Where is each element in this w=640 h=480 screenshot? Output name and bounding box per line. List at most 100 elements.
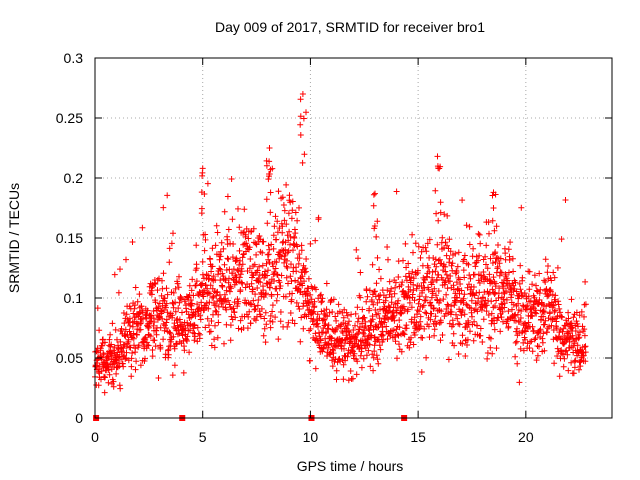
data-point <box>285 247 292 254</box>
data-point <box>266 284 273 291</box>
data-point <box>131 302 138 309</box>
data-point <box>180 369 187 376</box>
data-point <box>200 231 207 238</box>
data-point <box>370 354 377 361</box>
data-point-peak <box>266 145 273 151</box>
data-point <box>266 171 272 177</box>
data-point <box>194 301 201 308</box>
data-point <box>106 371 113 378</box>
data-point <box>489 260 496 266</box>
data-point <box>431 326 438 333</box>
data-point <box>207 282 214 289</box>
data-point <box>398 348 405 355</box>
data-point <box>292 230 299 237</box>
data-point <box>195 330 202 337</box>
data-point <box>285 210 292 217</box>
data-point <box>437 337 444 344</box>
data-point <box>481 289 488 296</box>
data-point <box>172 308 179 315</box>
data-point <box>394 355 400 362</box>
data-point <box>273 297 280 304</box>
data-point <box>486 271 493 278</box>
data-point <box>563 347 570 354</box>
data-point <box>550 269 557 276</box>
data-point <box>467 328 473 335</box>
data-point <box>101 339 108 346</box>
data-point <box>267 209 274 216</box>
data-point <box>239 254 246 261</box>
data-point <box>211 344 218 351</box>
data-point <box>160 270 167 277</box>
data-point <box>250 225 257 232</box>
data-point <box>221 208 228 215</box>
data-point <box>436 319 443 326</box>
data-point <box>287 273 294 280</box>
data-point <box>409 291 416 298</box>
data-point <box>391 290 398 297</box>
data-point <box>201 247 208 254</box>
data-point <box>466 223 473 230</box>
data-point <box>426 334 433 341</box>
data-point <box>242 231 249 238</box>
data-point <box>354 304 361 311</box>
data-point <box>506 257 513 263</box>
data-point <box>273 236 280 243</box>
y-tick-label: 0.05 <box>56 350 83 366</box>
data-point <box>242 284 249 291</box>
data-point <box>512 279 519 286</box>
data-point <box>258 305 265 312</box>
data-point <box>213 292 220 299</box>
data-point <box>367 363 374 370</box>
data-point <box>229 216 236 223</box>
data-point <box>366 341 373 348</box>
data-point <box>558 236 565 243</box>
data-point <box>269 302 276 309</box>
data-point <box>505 323 512 330</box>
data-point <box>446 255 453 262</box>
data-point <box>515 300 522 307</box>
data-point <box>475 230 482 237</box>
grid <box>95 58 612 418</box>
data-point <box>202 236 209 243</box>
data-point <box>368 318 375 325</box>
data-point <box>529 313 536 320</box>
data-point <box>221 261 228 268</box>
data-point <box>264 220 271 227</box>
data-point <box>443 271 450 278</box>
data-point <box>435 217 442 224</box>
data-point <box>491 320 498 327</box>
data-point <box>446 236 453 243</box>
data-point <box>170 230 176 237</box>
data-point <box>128 355 135 362</box>
data-point <box>123 311 130 318</box>
data-point <box>237 271 244 278</box>
data-point <box>134 331 140 338</box>
data-point <box>238 268 245 275</box>
data-point <box>377 346 384 353</box>
data-point <box>162 304 169 311</box>
data-point <box>371 288 377 295</box>
data-point <box>517 315 524 321</box>
data-point <box>428 310 435 317</box>
data-point <box>490 274 497 281</box>
data-point <box>94 305 101 312</box>
data-point <box>551 360 558 367</box>
data-point <box>197 312 204 319</box>
data-point <box>363 352 370 359</box>
data-point <box>409 268 416 275</box>
data-point <box>417 254 424 261</box>
data-point <box>513 338 520 345</box>
data-point <box>239 261 246 268</box>
data-point <box>388 299 395 306</box>
data-point <box>384 287 391 294</box>
data-point <box>357 352 364 359</box>
data-point <box>450 330 457 337</box>
data-point <box>196 331 203 338</box>
data-point <box>328 340 335 347</box>
data-point <box>199 258 206 265</box>
data-point <box>181 347 188 354</box>
data-point <box>189 312 196 319</box>
data-point <box>492 259 499 265</box>
y-tick-label: 0.25 <box>56 110 83 126</box>
data-point <box>381 303 388 310</box>
